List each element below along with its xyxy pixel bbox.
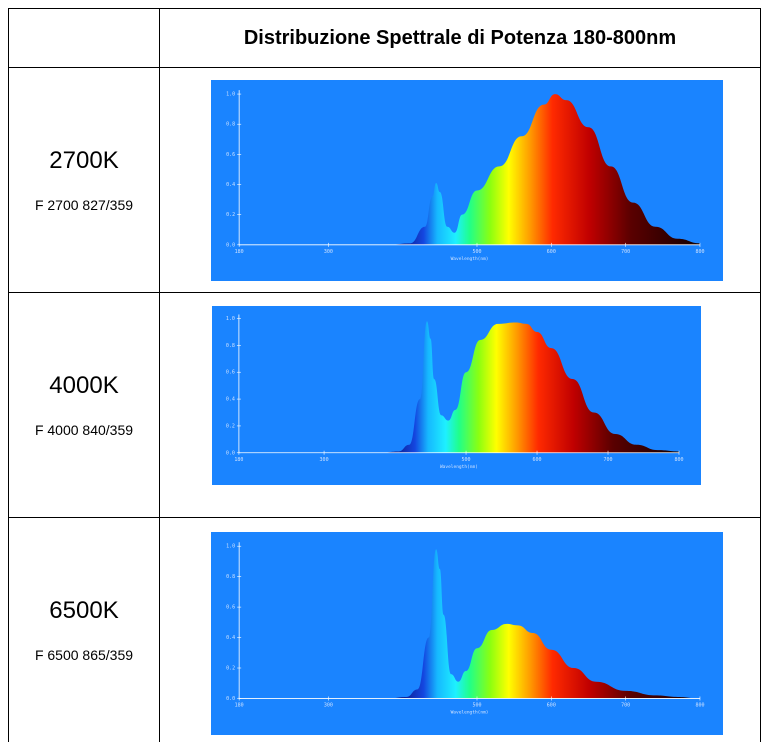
- spectrum-chart-4000k: 0.0 0.2 0.4 0.6 0.8 1.0 180 300 500 600 700 800 Wave…: [212, 306, 701, 485]
- y-tick-label: 1.0: [226, 544, 235, 550]
- x-tick-label: 180: [234, 457, 243, 463]
- spectrum-area: [239, 94, 700, 245]
- color-temperature: 4000K: [49, 372, 119, 399]
- x-tick-label: 180: [235, 702, 244, 708]
- y-tick-label: 0.4: [226, 397, 235, 403]
- y-tick-label: 0.0: [226, 242, 235, 248]
- x-tick-label: 700: [621, 249, 630, 255]
- row-label-2700k: 2700K F 2700 827/359: [8, 67, 160, 293]
- x-tick-label: 300: [324, 249, 333, 255]
- y-tick-label: 0.2: [226, 423, 235, 429]
- y-tick-label: 0.4: [226, 182, 235, 188]
- x-tick-label: 600: [547, 702, 556, 708]
- spectrum-area: [239, 549, 700, 699]
- y-tick-label: 0.0: [226, 696, 235, 702]
- chart-background: [212, 306, 701, 485]
- x-tick-label: 700: [603, 457, 612, 463]
- color-temperature: 6500K: [49, 596, 119, 624]
- row-label-4000k: 4000K F 4000 840/359: [8, 292, 160, 518]
- x-tick-label: 500: [472, 249, 481, 255]
- x-tick-label: 800: [695, 249, 704, 255]
- y-tick-label: 0.6: [226, 605, 235, 611]
- y-tick-label: 1.0: [226, 92, 235, 98]
- y-tick-label: 0.2: [226, 666, 235, 672]
- spectral-table: Distribuzione Spettrale di Potenza 180-8…: [8, 8, 761, 742]
- lamp-code: F 4000 840/359: [34, 422, 134, 438]
- y-tick-label: 0.4: [226, 635, 235, 641]
- x-tick-label: 500: [472, 702, 481, 708]
- x-tick-label: 300: [320, 457, 329, 463]
- spectrum-cell-6500k: 0.0 0.2 0.4 0.6 0.8 1.0 180 300 500 600 700 800 Wave…: [159, 517, 761, 742]
- x-tick-label: 500: [462, 457, 471, 463]
- lamp-code: F 6500 865/359: [34, 646, 134, 663]
- x-tick-label: 300: [324, 702, 333, 708]
- x-tick-label: 800: [695, 702, 704, 708]
- row-label-6500k: 6500K F 6500 865/359: [8, 517, 160, 742]
- y-tick-label: 0.0: [226, 450, 235, 456]
- spectrum-chart-2700k: 0.0 0.2 0.4 0.6 0.8 1.0 180 300 500 600 700 800 Wave…: [211, 80, 723, 281]
- y-tick-label: 0.8: [226, 122, 235, 128]
- spectrum-cell-2700k: 0.0 0.2 0.4 0.6 0.8 1.0 180 300 500 600 700 800 Wave…: [159, 67, 761, 293]
- x-axis-title: Wavelength(nm): [440, 464, 478, 470]
- y-tick-label: 0.6: [226, 152, 235, 158]
- y-tick-label: 0.8: [226, 574, 235, 580]
- y-tick-label: 1.0: [226, 316, 235, 322]
- spectrum-chart-6500k: 0.0 0.2 0.4 0.6 0.8 1.0 180 300 500 600 700 800 Wave…: [211, 532, 723, 735]
- x-tick-label: 600: [533, 457, 542, 463]
- header-blank-cell: [8, 8, 160, 68]
- y-tick-label: 0.6: [226, 370, 235, 376]
- spectrum-area: [238, 321, 679, 453]
- chart-background: [211, 532, 723, 735]
- lamp-code: F 2700 827/359: [34, 197, 134, 213]
- x-tick-label: 180: [235, 249, 244, 255]
- color-temperature: 2700K: [49, 147, 119, 174]
- x-tick-label: 800: [674, 457, 683, 463]
- y-tick-label: 0.8: [226, 343, 235, 349]
- y-tick-label: 0.2: [226, 212, 235, 218]
- x-tick-label: 700: [621, 702, 630, 708]
- spectrum-cell-4000k: 0.0 0.2 0.4 0.6 0.8 1.0 180 300 500 600 700 800 Wave…: [159, 292, 761, 518]
- chart-background: [211, 80, 723, 281]
- x-axis-title: Wavelength(nm): [451, 709, 489, 715]
- x-tick-label: 600: [547, 249, 556, 255]
- table-title: Distribuzione Spettrale di Potenza 180-8…: [159, 8, 761, 68]
- x-axis-title: Wavelength(nm): [451, 256, 489, 262]
